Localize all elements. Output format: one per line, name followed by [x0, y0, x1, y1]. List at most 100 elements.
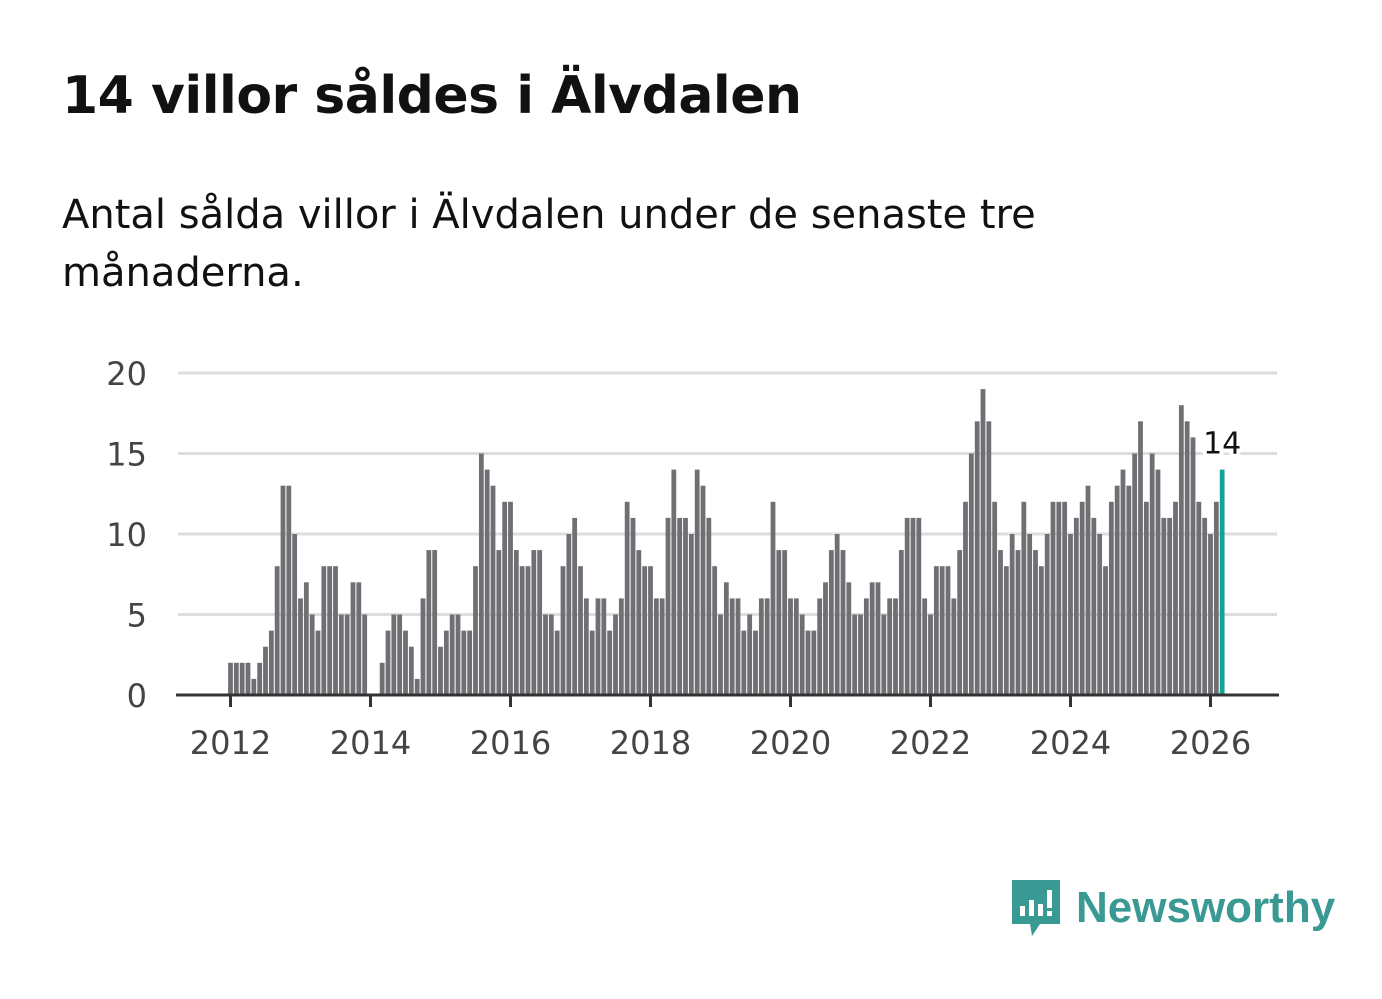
x-tick-label: 2016: [470, 724, 551, 762]
bar: [315, 630, 321, 695]
bar: [718, 614, 723, 695]
bar: [578, 566, 583, 695]
bar: [245, 662, 251, 695]
bar: [1132, 453, 1138, 695]
bar: [1138, 421, 1143, 695]
bar: [508, 501, 513, 695]
bar: [566, 534, 572, 695]
bar: [852, 614, 858, 695]
x-tick-label: 2024: [1030, 724, 1111, 762]
bar: [805, 630, 811, 695]
bar: [420, 598, 426, 695]
bar: [321, 566, 327, 695]
x-tick-label: 2014: [330, 724, 411, 762]
bar: [1120, 469, 1126, 695]
bar: [939, 566, 945, 695]
bar: [397, 614, 403, 695]
bar: [799, 614, 805, 695]
bar: [869, 582, 875, 695]
bar: [1085, 485, 1091, 695]
bar: [1167, 517, 1173, 695]
bar: [974, 421, 980, 695]
bar: [945, 566, 951, 695]
bar: [659, 598, 665, 695]
bar: [963, 501, 968, 695]
bar: [461, 630, 467, 695]
bar: [1202, 517, 1208, 695]
bar: [356, 582, 362, 695]
bar: [998, 550, 1003, 695]
bar: [525, 566, 531, 695]
bar: [1003, 566, 1009, 695]
bar: [589, 630, 595, 695]
newsworthy-logo: Newsworthy: [1010, 878, 1335, 938]
bar: [467, 630, 473, 695]
bar: [922, 598, 928, 695]
bar: [904, 517, 910, 695]
bar: [414, 678, 420, 695]
bar: [811, 630, 817, 695]
bar-highlight: [1219, 469, 1225, 695]
bar: [443, 630, 449, 695]
bar: [933, 566, 939, 695]
bar: [992, 501, 998, 695]
bar: [1103, 566, 1108, 695]
bar: [519, 566, 525, 695]
chart-title: 14 villor såldes i Älvdalen: [62, 66, 802, 126]
bar: [788, 598, 793, 695]
bar: [1114, 485, 1120, 695]
x-tick-label: 2022: [890, 724, 971, 762]
bar: [502, 501, 508, 695]
bar: [1178, 405, 1184, 695]
bar: [828, 550, 834, 695]
bar: [840, 550, 846, 695]
annotation-label: 14: [1203, 427, 1241, 462]
bar: [980, 389, 986, 695]
y-tick-label: 0: [127, 677, 147, 715]
bar: [1038, 566, 1044, 695]
bar: [1196, 501, 1202, 695]
bar: [268, 630, 274, 695]
bar: [863, 598, 869, 695]
bar: [910, 517, 916, 695]
bar: [741, 630, 747, 695]
bar: [601, 598, 607, 695]
bar: [303, 582, 309, 695]
bar: [1091, 517, 1097, 695]
bar: [823, 582, 828, 695]
bar: [653, 598, 659, 695]
bar: [1021, 501, 1027, 695]
bar: [484, 469, 490, 695]
bar: [1044, 534, 1050, 695]
bar: [274, 566, 280, 695]
bar: [858, 614, 863, 695]
bar: [834, 534, 840, 695]
bar: [928, 614, 933, 695]
bar: [548, 614, 554, 695]
bar: [665, 517, 671, 695]
bar: [537, 550, 543, 695]
bar: [758, 598, 764, 695]
bar: [478, 453, 484, 695]
bar: [362, 614, 368, 695]
bar: [887, 598, 893, 695]
bar: [688, 534, 694, 695]
bar: [613, 614, 618, 695]
bar: [309, 614, 315, 695]
bar: [1213, 501, 1219, 695]
bar: [1027, 534, 1033, 695]
x-tick-label: 2012: [190, 724, 271, 762]
bar: [572, 517, 578, 695]
y-tick-label: 10: [106, 516, 147, 554]
x-tick-label: 2020: [750, 724, 831, 762]
bar: [1161, 517, 1167, 695]
y-tick-label: 15: [106, 436, 147, 474]
bar: [747, 614, 753, 695]
bar: [1143, 501, 1149, 695]
bar: [1050, 501, 1056, 695]
y-tick-label: 5: [127, 597, 147, 635]
bar: [595, 598, 601, 695]
bar: [671, 469, 677, 695]
bar: [408, 646, 414, 695]
